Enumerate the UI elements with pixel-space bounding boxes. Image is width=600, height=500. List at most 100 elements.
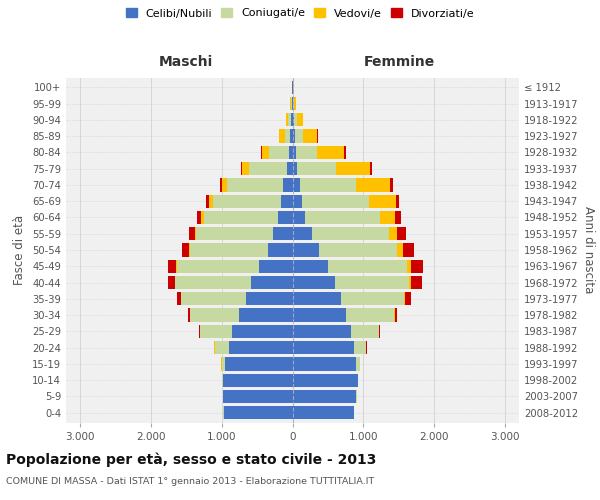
Bar bbox=[293, 130, 295, 143]
Bar bbox=[302, 194, 369, 208]
Bar bbox=[293, 276, 335, 289]
Bar bbox=[189, 227, 195, 240]
Y-axis label: Fasce di età: Fasce di età bbox=[13, 215, 26, 285]
Legend: Celibi/Nubili, Coniugati/e, Vedovi/e, Divorziati/e: Celibi/Nubili, Coniugati/e, Vedovi/e, Di… bbox=[125, 8, 475, 18]
Bar bbox=[239, 308, 293, 322]
Bar bbox=[167, 276, 175, 289]
Bar bbox=[178, 292, 181, 306]
Bar bbox=[175, 276, 251, 289]
Bar bbox=[283, 178, 293, 192]
Bar bbox=[293, 406, 354, 419]
Bar bbox=[299, 178, 356, 192]
Bar bbox=[298, 113, 303, 126]
Bar bbox=[346, 308, 394, 322]
Bar bbox=[380, 211, 395, 224]
Bar bbox=[181, 292, 247, 306]
Bar bbox=[344, 146, 346, 159]
Bar bbox=[177, 260, 259, 273]
Bar bbox=[389, 227, 397, 240]
Bar bbox=[293, 374, 358, 387]
Bar bbox=[403, 244, 414, 256]
Bar bbox=[189, 244, 190, 256]
Bar bbox=[412, 276, 422, 289]
Bar bbox=[354, 341, 366, 354]
Bar bbox=[182, 244, 189, 256]
Bar bbox=[292, 97, 293, 110]
Bar bbox=[341, 292, 404, 306]
Bar bbox=[290, 130, 293, 143]
Bar bbox=[232, 324, 293, 338]
Bar bbox=[188, 308, 190, 322]
Bar bbox=[305, 211, 380, 224]
Bar bbox=[220, 178, 222, 192]
Bar bbox=[281, 194, 293, 208]
Bar bbox=[313, 227, 389, 240]
Bar bbox=[406, 292, 411, 306]
Bar bbox=[370, 162, 373, 175]
Bar bbox=[397, 227, 406, 240]
Bar bbox=[288, 113, 291, 126]
Bar bbox=[395, 308, 397, 322]
Bar bbox=[396, 194, 400, 208]
Bar bbox=[289, 146, 293, 159]
Bar bbox=[287, 162, 293, 175]
Bar bbox=[369, 194, 396, 208]
Bar bbox=[379, 324, 380, 338]
Y-axis label: Anni di nascita: Anni di nascita bbox=[582, 206, 595, 294]
Bar bbox=[285, 130, 290, 143]
Bar bbox=[303, 130, 317, 143]
Bar bbox=[241, 162, 242, 175]
Text: Femmine: Femmine bbox=[364, 54, 434, 68]
Bar bbox=[195, 227, 196, 240]
Bar bbox=[223, 374, 293, 387]
Bar bbox=[259, 260, 293, 273]
Bar bbox=[293, 292, 341, 306]
Bar bbox=[250, 162, 287, 175]
Bar bbox=[269, 146, 289, 159]
Text: Popolazione per età, sesso e stato civile - 2013: Popolazione per età, sesso e stato civil… bbox=[6, 452, 376, 467]
Bar bbox=[272, 227, 293, 240]
Bar bbox=[337, 162, 370, 175]
Bar bbox=[204, 211, 278, 224]
Bar bbox=[190, 308, 239, 322]
Bar bbox=[298, 162, 337, 175]
Bar bbox=[251, 276, 293, 289]
Bar bbox=[411, 260, 424, 273]
Bar bbox=[293, 227, 313, 240]
Text: COMUNE DI MASSA - Dati ISTAT 1° gennaio 2013 - Elaborazione TUTTITALIA.IT: COMUNE DI MASSA - Dati ISTAT 1° gennaio … bbox=[6, 478, 374, 486]
Bar bbox=[279, 130, 285, 143]
Bar bbox=[242, 162, 250, 175]
Bar bbox=[201, 211, 204, 224]
Bar bbox=[286, 113, 288, 126]
Bar bbox=[268, 244, 293, 256]
Bar bbox=[293, 178, 299, 192]
Bar bbox=[293, 162, 298, 175]
Bar bbox=[317, 146, 344, 159]
Bar bbox=[293, 357, 356, 370]
Bar bbox=[293, 146, 296, 159]
Bar bbox=[356, 357, 360, 370]
Bar bbox=[293, 194, 302, 208]
Bar bbox=[224, 406, 293, 419]
Bar bbox=[328, 260, 407, 273]
Bar bbox=[319, 244, 397, 256]
Bar bbox=[350, 324, 379, 338]
Bar bbox=[390, 178, 393, 192]
Bar bbox=[294, 97, 296, 110]
Bar bbox=[209, 194, 213, 208]
Bar bbox=[293, 308, 346, 322]
Bar bbox=[196, 227, 272, 240]
Bar bbox=[293, 113, 294, 126]
Bar bbox=[262, 146, 269, 159]
Bar bbox=[190, 244, 268, 256]
Bar bbox=[404, 292, 406, 306]
Bar bbox=[293, 324, 350, 338]
Bar bbox=[227, 178, 283, 192]
Bar bbox=[229, 341, 293, 354]
Bar bbox=[197, 211, 201, 224]
Bar bbox=[293, 260, 328, 273]
Bar bbox=[247, 292, 293, 306]
Bar bbox=[225, 357, 293, 370]
Bar bbox=[293, 97, 294, 110]
Bar bbox=[222, 357, 225, 370]
